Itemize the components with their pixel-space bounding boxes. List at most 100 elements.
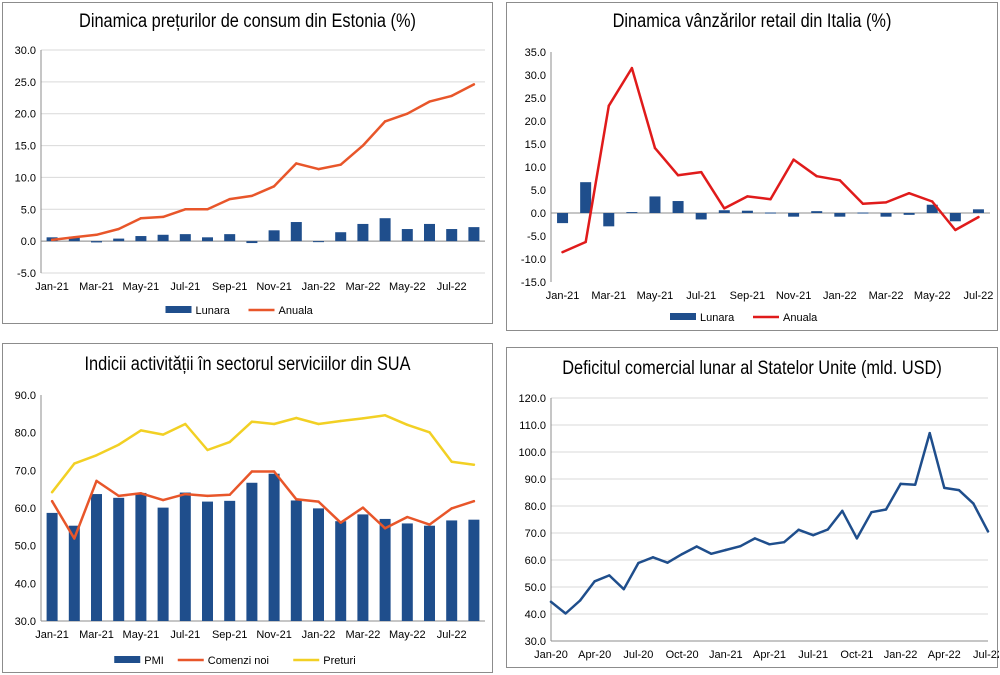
y-tick-label: 10.0 xyxy=(525,162,546,174)
data-point xyxy=(724,548,727,552)
bar xyxy=(91,241,102,243)
data-point xyxy=(50,490,54,494)
data-point xyxy=(95,454,98,457)
data-point xyxy=(428,100,431,103)
y-tick-label: 15.0 xyxy=(525,139,546,151)
bar xyxy=(424,223,435,242)
y-tick-label: 10.0 xyxy=(15,172,36,184)
x-tick-label: Sep-21 xyxy=(212,281,247,293)
data-point xyxy=(472,463,476,466)
y-tick-label: 120.0 xyxy=(518,393,546,405)
data-point xyxy=(608,574,611,577)
bar xyxy=(903,213,915,215)
data-point xyxy=(117,443,120,446)
data-point xyxy=(139,217,143,220)
bar xyxy=(557,213,569,224)
data-point xyxy=(561,250,564,254)
x-tick-label: Mar-21 xyxy=(79,281,114,293)
data-point xyxy=(768,543,771,546)
us-services-panel: Indicii activității în sectorul servicii… xyxy=(2,343,493,673)
y-tick-label: 0.0 xyxy=(21,236,36,248)
x-tick-label: Nov-21 xyxy=(256,281,291,293)
estonia-cpi-panel: Dinamica prețurilor de consum din Estoni… xyxy=(2,2,493,324)
data-point xyxy=(450,460,453,463)
data-point xyxy=(584,240,587,244)
data-point xyxy=(73,537,76,540)
data-point xyxy=(206,494,209,498)
bar xyxy=(880,213,892,217)
data-point xyxy=(95,233,98,236)
y-tick-label: 15.0 xyxy=(15,141,36,153)
data-point xyxy=(428,523,431,526)
data-point xyxy=(931,200,934,203)
data-point xyxy=(986,530,990,533)
bar xyxy=(179,492,191,621)
legend-swatch xyxy=(670,313,696,320)
bar xyxy=(290,500,302,621)
data-point xyxy=(361,144,365,147)
chart-title: Dinamica prețurilor de consum din Estoni… xyxy=(79,11,416,32)
data-point xyxy=(622,587,626,591)
bar xyxy=(446,229,458,242)
data-point xyxy=(50,500,54,503)
data-point xyxy=(450,507,453,510)
x-tick-label: Sep-21 xyxy=(212,629,247,641)
data-point xyxy=(339,163,342,166)
chart-title: Dinamica vânzărilor retail din Italia (%… xyxy=(612,11,892,32)
bar xyxy=(580,182,592,213)
bar xyxy=(357,514,369,621)
data-point xyxy=(977,215,980,219)
chart-title: Indicii activității în sectorul servicii… xyxy=(84,354,411,375)
y-tick-label: 70.0 xyxy=(525,528,546,540)
y-tick-label: -5.0 xyxy=(17,268,36,280)
x-tick-label: Mar-22 xyxy=(345,629,380,641)
x-tick-label: Jul-22 xyxy=(437,629,467,641)
y-tick-label: 30.0 xyxy=(15,45,36,57)
data-point xyxy=(972,502,975,505)
data-point xyxy=(295,416,298,420)
data-point xyxy=(861,202,865,205)
y-tick-label: 80.0 xyxy=(525,501,546,513)
data-point xyxy=(792,158,795,161)
x-tick-label: Jul-21 xyxy=(170,629,200,641)
legend-label: Lunara xyxy=(700,312,735,324)
x-tick-label: Jan-22 xyxy=(302,281,336,293)
data-point xyxy=(884,201,888,204)
y-tick-label: -10.0 xyxy=(521,254,546,266)
data-point xyxy=(339,521,342,524)
bar xyxy=(202,501,213,621)
data-point xyxy=(815,175,818,178)
data-point xyxy=(317,500,320,503)
y-tick-label: -5.0 xyxy=(527,231,546,243)
chart-title: Deficitul comercial lunar al Statelor Un… xyxy=(562,358,942,379)
data-point xyxy=(695,545,698,548)
bar xyxy=(718,210,730,213)
data-point xyxy=(826,528,829,531)
x-tick-label: Mar-21 xyxy=(79,629,114,641)
data-point xyxy=(957,488,961,492)
data-point xyxy=(339,419,342,423)
y-tick-label: 30.0 xyxy=(15,616,36,628)
bar xyxy=(224,234,236,242)
y-tick-label: 90.0 xyxy=(15,390,36,402)
bar xyxy=(179,234,191,242)
data-point xyxy=(954,228,957,232)
data-point xyxy=(161,498,165,502)
y-tick-label: 35.0 xyxy=(525,47,546,59)
bar xyxy=(949,213,961,222)
y-tick-label: 20.0 xyxy=(525,116,546,128)
x-tick-label: Oct-21 xyxy=(840,649,873,661)
y-tick-label: 60.0 xyxy=(15,503,36,515)
data-point xyxy=(139,492,143,495)
y-tick-label: 50.0 xyxy=(525,582,546,594)
data-point xyxy=(50,238,54,242)
data-point xyxy=(295,498,298,501)
data-point xyxy=(361,506,365,509)
x-tick-label: Jan-22 xyxy=(302,629,336,641)
data-point xyxy=(184,208,187,211)
x-tick-label: May-21 xyxy=(637,290,674,302)
data-point xyxy=(593,580,596,583)
x-tick-label: Oct-20 xyxy=(666,649,699,661)
x-tick-label: Nov-21 xyxy=(776,290,811,302)
data-point xyxy=(855,537,859,540)
